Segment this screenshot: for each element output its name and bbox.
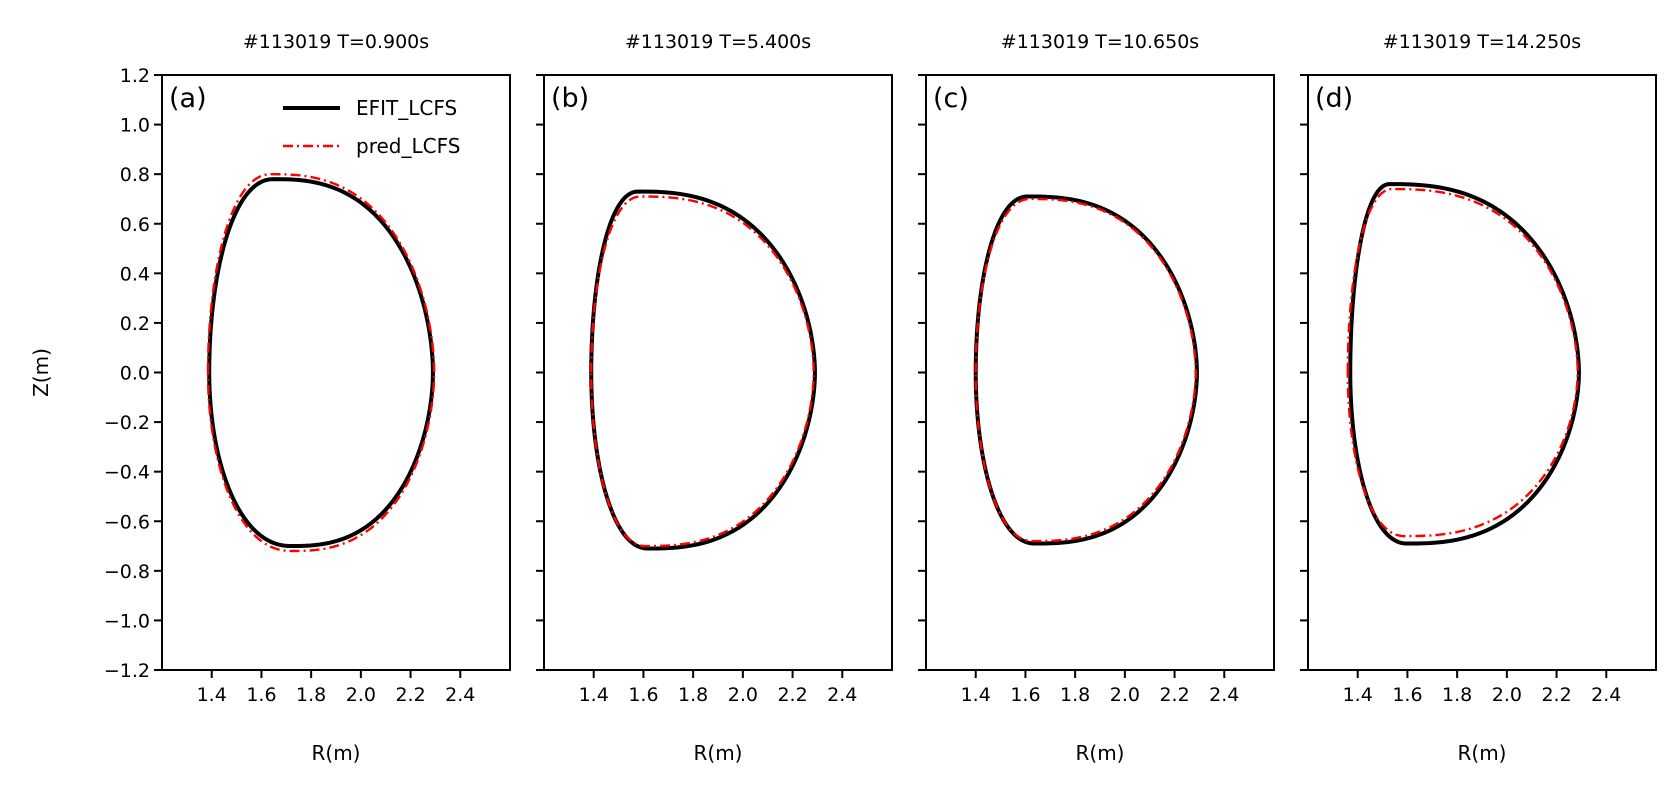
panel-tag: (a) [169,83,207,114]
panel-tag: (c) [933,83,969,114]
panel-title: #113019 T=5.400s [625,31,811,53]
y-tick-label: −1.2 [104,660,150,682]
x-axis-label: R(m) [694,741,743,765]
x-tick-label: 1.4 [579,684,609,706]
y-tick-label: 1.2 [120,65,150,87]
x-tick-label: 2.2 [395,684,425,706]
x-tick-label: 1.4 [1343,684,1373,706]
y-tick-label: −0.4 [104,462,150,484]
plot-area [1346,182,1581,546]
y-tick-label: −0.8 [104,561,150,583]
efit-lcfs-line [207,177,435,549]
panel-c: 1.4 1.6 1.8 2.0 2.2 2.4 #113019 T=10.650s R(m) (… [918,31,1275,765]
panel-tag: (d) [1315,83,1353,114]
axes-frame [543,74,893,671]
efit-lcfs-line [973,194,1199,546]
efit-lcfs-line [589,189,817,551]
panel-title: #113019 T=0.900s [243,31,429,53]
x-tick-label: 2.2 [1159,684,1189,706]
panel-title: #113019 T=14.250s [1383,31,1581,53]
x-tick-label: 2.4 [1209,684,1239,706]
x-tick-label: 1.8 [296,684,326,706]
x-tick-label: 1.8 [1442,684,1472,706]
x-tick-label: 2.0 [346,684,376,706]
y-tick-label: 0.8 [120,164,150,186]
x-tick-label: 2.4 [1591,684,1621,706]
y-tick-label: −0.2 [104,412,150,434]
plot-area [973,194,1199,546]
x-tick-label: 2.2 [1541,684,1571,706]
legend: EFIT_LCFS pred_LCFS [283,96,460,158]
pred-lcfs-line [590,195,815,548]
y-axis-label: Z(m) [29,348,53,397]
x-tick-label: 1.6 [246,684,276,706]
efit-lcfs-line [1348,182,1581,546]
y-tick-label: 0.6 [120,214,150,236]
x-tick-label: 1.4 [961,684,991,706]
panel-d: 1.4 1.6 1.8 2.0 2.2 2.4 #113019 T=14.250s R(m) (… [1300,31,1657,765]
y-tick-label: 1.0 [120,115,150,137]
x-tick-label: 2.0 [1110,684,1140,706]
pred-lcfs-line [1346,187,1579,538]
x-tick-label: 1.6 [1010,684,1040,706]
axes-frame [925,74,1275,671]
y-tick-label: 0.4 [120,263,150,285]
panel-b: 1.4 1.6 1.8 2.0 2.2 2.4 #113019 T=5.400s R(m) (b… [536,31,893,765]
x-tick-label: 2.0 [1492,684,1522,706]
panel-title: #113019 T=10.650s [1001,31,1199,53]
axes-frame [161,74,511,671]
y-tick-label: 0.0 [120,363,150,385]
panel-tag: (b) [551,83,589,114]
x-tick-label: 1.8 [1060,684,1090,706]
x-tick-label: 1.6 [628,684,658,706]
y-tick-label: −1.0 [104,610,150,632]
y-tick-label: −0.6 [104,511,150,533]
x-tick-label: 2.4 [445,684,475,706]
pred-lcfs-line [206,172,436,553]
legend-pred-label: pred_LCFS [356,134,460,158]
panel-a: 1.4 1.6 1.8 2.0 2.2 2.4 −1.2 −1.0 −0.8 −0.6 −0.4 −0… [29,31,511,765]
axes-frame [1307,74,1657,671]
x-tick-label: 1.8 [678,684,708,706]
y-tick-label: 0.2 [120,313,150,335]
x-tick-label: 2.0 [728,684,758,706]
x-axis-label: R(m) [1458,741,1507,765]
x-tick-label: 1.6 [1392,684,1422,706]
pred-lcfs-line [974,197,1197,543]
legend-efit-label: EFIT_LCFS [356,96,457,120]
x-tick-label: 1.4 [197,684,227,706]
x-axis-label: R(m) [312,741,361,765]
x-tick-label: 2.2 [777,684,807,706]
x-axis-label: R(m) [1076,741,1125,765]
plot-area [206,172,436,553]
x-tick-label: 2.4 [827,684,857,706]
plot-area [589,189,817,551]
